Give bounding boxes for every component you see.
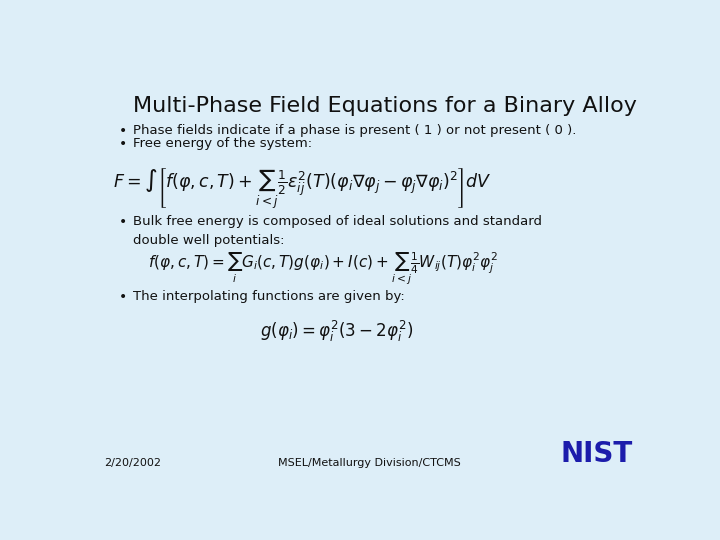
Text: 2/20/2002: 2/20/2002 [104,458,161,468]
Text: NIST: NIST [560,440,632,468]
Text: $g(\varphi_i) = \varphi_i^{2}(3 - 2\varphi_i^{2})$: $g(\varphi_i) = \varphi_i^{2}(3 - 2\varp… [261,319,413,344]
Text: $f(\varphi,c,T) = \sum_{i} G_i(c,T)g(\varphi_i) + I(c) + \sum_{i<j} \frac{1}{4} : $f(\varphi,c,T) = \sum_{i} G_i(c,T)g(\va… [148,251,498,287]
Text: Free energy of the system:: Free energy of the system: [132,137,312,150]
Text: Multi-Phase Field Equations for a Binary Alloy: Multi-Phase Field Equations for a Binary… [132,96,636,116]
Text: MSEL/Metallurgy Division/CTCMS: MSEL/Metallurgy Division/CTCMS [278,458,460,468]
Text: •: • [118,137,127,151]
Text: •: • [118,124,127,138]
Text: Phase fields indicate if a phase is present ( 1 ) or not present ( 0 ).: Phase fields indicate if a phase is pres… [132,124,576,137]
Text: Bulk free energy is composed of ideal solutions and standard
double well potenti: Bulk free energy is composed of ideal so… [132,215,541,247]
Text: •: • [118,289,127,303]
Text: •: • [118,215,127,229]
Text: $F = \int \left[ f(\varphi,c,T) + \sum_{i<j} \frac{1}{2} \varepsilon_{ij}^{2}(T): $F = \int \left[ f(\varphi,c,T) + \sum_{… [113,166,492,211]
Text: The interpolating functions are given by:: The interpolating functions are given by… [132,289,405,302]
